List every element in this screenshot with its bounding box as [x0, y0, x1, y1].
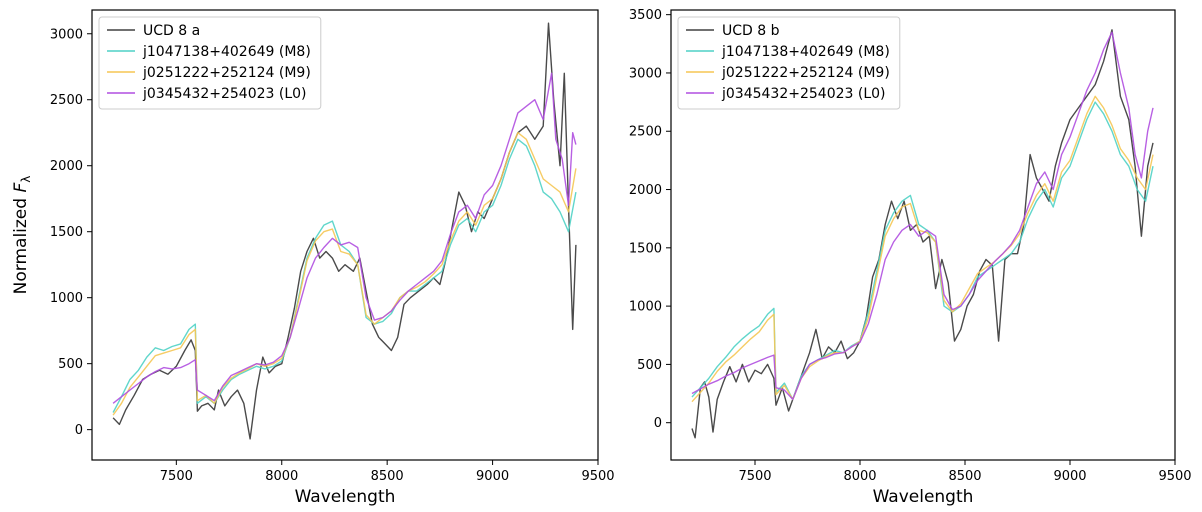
y-tick-label: 1000: [50, 291, 83, 306]
legend-entry: j0251222+252124 (M9): [142, 65, 311, 81]
y-axis-label: Normalized Fλ: [11, 176, 33, 295]
y-tick-label: 500: [637, 358, 662, 373]
x-axis-label: Wavelength: [295, 487, 396, 507]
x-tick-label: 8500: [948, 469, 981, 484]
plot-frame: [91, 9, 599, 461]
y-tick-label: 3000: [50, 27, 83, 42]
y-tick-label: 2500: [50, 93, 83, 108]
series-line-3: [691, 31, 1154, 401]
legend-entry: j0345432+254023 (L0): [142, 86, 307, 102]
legend-entry: j0345432+254023 (L0): [721, 86, 886, 102]
legend-entry: j1047138+402649 (M8): [142, 44, 311, 60]
y-tick-label: 500: [58, 357, 83, 372]
x-tick-label: 9500: [1158, 469, 1191, 484]
series-line-0: [691, 29, 1154, 439]
y-tick-label: 3000: [629, 66, 662, 81]
series-line-3: [112, 72, 577, 404]
x-tick-label: 8000: [843, 469, 876, 484]
legend-box: [677, 16, 901, 110]
legend: UCD 8 b j1047138+402649 (M8) j0251222+2521…: [677, 16, 901, 110]
x-tick-label: 7500: [738, 469, 771, 484]
x-tick-label: 9000: [1053, 469, 1086, 484]
y-tick-label: 0: [654, 416, 662, 431]
chart-panel-right: 7500 8000 8500 9000 9500 0 500 1000 1500 2000 2500…: [629, 8, 1192, 507]
y-tick-label: 2000: [50, 159, 83, 174]
y-tick-label: 0: [75, 423, 83, 438]
x-tick-label: 8500: [371, 469, 404, 484]
chart-panel-left: 7500 8000 8500 9000 9500 0 500 1000 1500 2000 2500…: [11, 9, 615, 507]
x-axis-label: Wavelength: [873, 487, 974, 507]
series-line-2: [112, 132, 577, 416]
y-tick-label: 1500: [629, 241, 662, 256]
legend: UCD 8 a j1047138+402649 (M8) j0251222+2521…: [98, 16, 322, 110]
series-line-2: [691, 95, 1154, 403]
legend-entry: UCD 8 a: [143, 23, 200, 39]
legend-box: [98, 16, 322, 110]
plot-frame: [670, 9, 1176, 461]
x-tick-label: 9500: [581, 469, 614, 484]
series-line-1: [112, 138, 577, 413]
legend-entry: j0251222+252124 (M9): [721, 65, 890, 81]
y-tick-label: 1500: [50, 225, 83, 240]
plot-area: [691, 29, 1154, 439]
x-tick-label: 8000: [265, 469, 298, 484]
y-tick-label: 2500: [629, 125, 662, 140]
y-tick-label: 2000: [629, 183, 662, 198]
legend-entry: j1047138+402649 (M8): [721, 44, 890, 60]
y-tick-label: 1000: [629, 300, 662, 315]
x-tick-label: 7500: [160, 469, 193, 484]
y-tick-label: 3500: [629, 8, 662, 23]
series-line-1: [691, 101, 1154, 401]
legend-entry: UCD 8 b: [722, 23, 780, 39]
x-tick-label: 9000: [476, 469, 509, 484]
plot-area: [112, 22, 577, 440]
